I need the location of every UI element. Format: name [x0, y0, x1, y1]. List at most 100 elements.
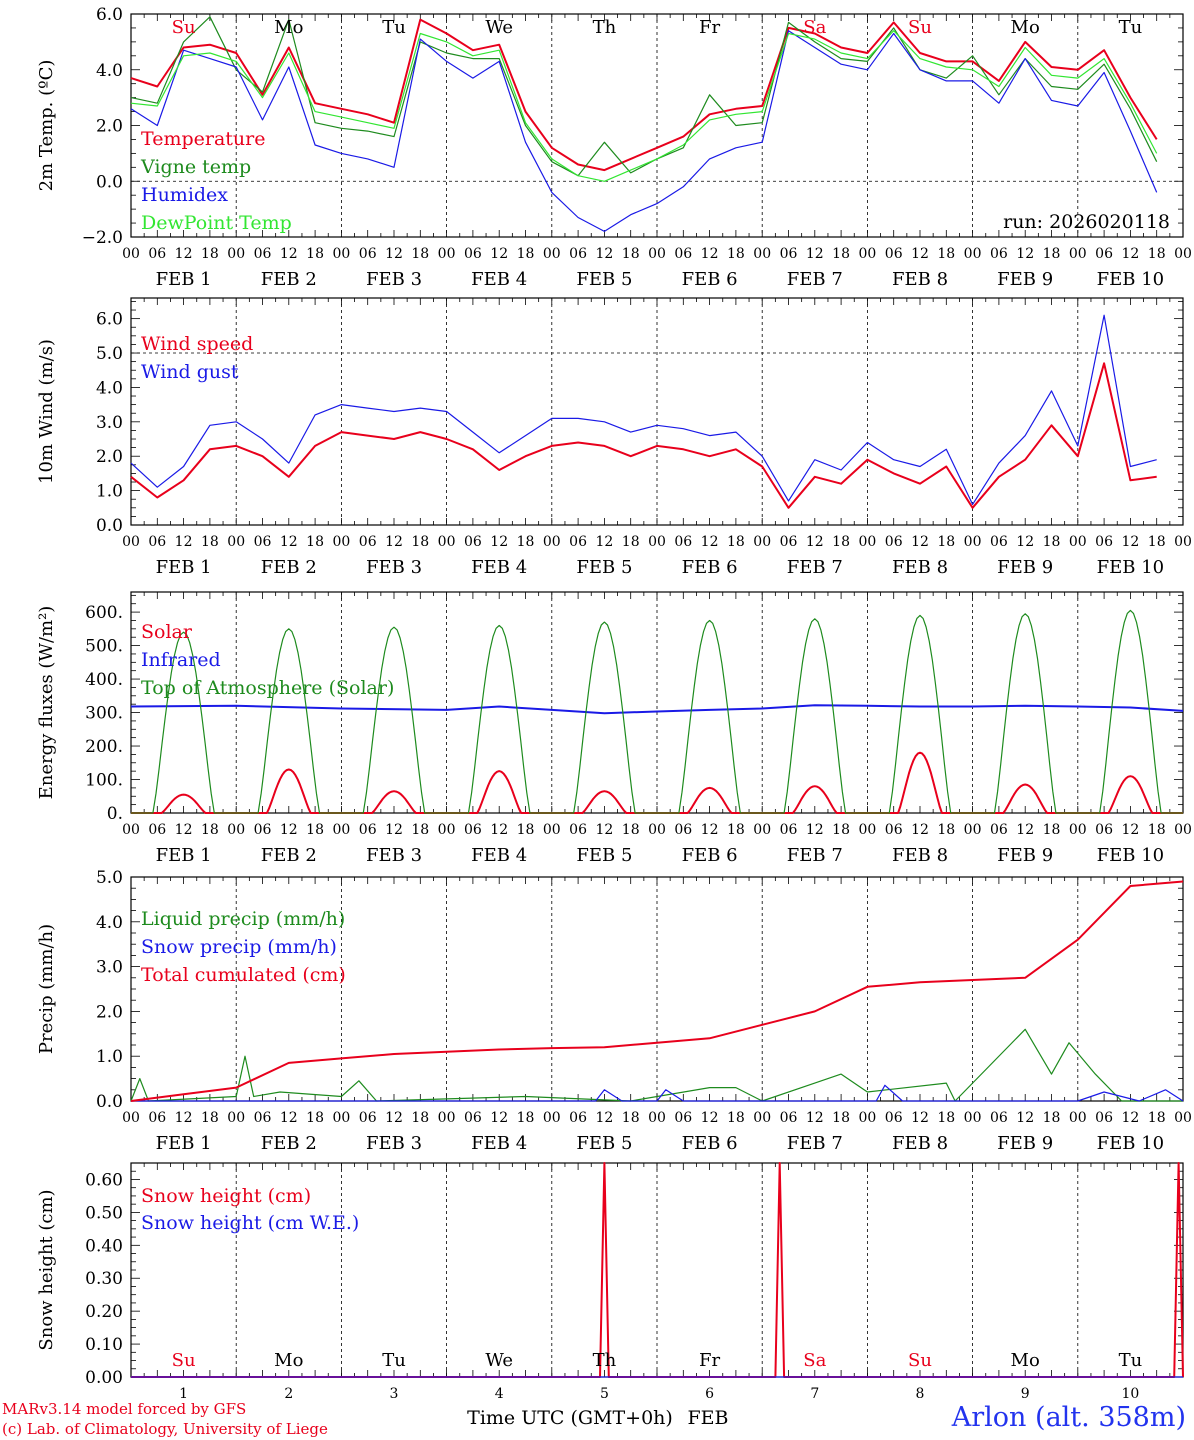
hour-tick-label: 18	[517, 246, 535, 262]
date-label: FEB 5	[576, 845, 632, 866]
hour-tick-label: 00	[648, 822, 666, 838]
y-tick-label: 0.20	[85, 1302, 123, 1322]
weekday-label: Sa	[803, 17, 826, 38]
date-label: FEB 10	[1097, 1133, 1164, 1154]
x-axis-month: FEB	[687, 1407, 728, 1429]
legend-entry: Total cumulated (cm)	[141, 964, 346, 986]
hour-tick-label: 18	[306, 534, 324, 550]
hour-tick-label: 06	[674, 822, 692, 838]
date-label: FEB 4	[471, 269, 527, 290]
weekday-label: Tu	[1119, 17, 1143, 38]
hour-tick-label: 00	[438, 822, 456, 838]
hour-tick-label: 18	[832, 1110, 850, 1126]
date-label: FEB 5	[576, 269, 632, 290]
date-label: FEB 2	[261, 269, 317, 290]
weekday-label: Su	[172, 17, 196, 38]
date-label: FEB 4	[471, 1133, 527, 1154]
hour-tick-label: 06	[148, 534, 166, 550]
hour-tick-label: 12	[1121, 534, 1139, 550]
run-label: run: 2026020118	[1003, 211, 1170, 233]
hour-tick-label: 06	[885, 246, 903, 262]
hour-tick-label: 12	[701, 1110, 719, 1126]
hour-tick-label: 12	[385, 534, 403, 550]
legend-entry: Solar	[141, 621, 193, 643]
legend-entry: Wind speed	[141, 333, 253, 355]
hour-tick-label: 06	[885, 534, 903, 550]
hour-tick-label: 00	[543, 822, 561, 838]
hour-tick-label: 00	[964, 822, 982, 838]
hour-tick-label: 06	[569, 822, 587, 838]
day-number-label: 1	[179, 1386, 188, 1402]
y-tick-label: 0.50	[85, 1203, 123, 1223]
day-number-label: 9	[1021, 1386, 1030, 1402]
date-label: FEB 6	[682, 557, 738, 578]
legend-entry: Top of Atmosphere (Solar)	[141, 677, 394, 699]
hour-tick-label: 18	[201, 822, 219, 838]
hour-tick-label: 00	[1174, 246, 1192, 262]
y-tick-label: 0.40	[85, 1236, 123, 1256]
hour-tick-label: 06	[359, 534, 377, 550]
day-number-label: 3	[390, 1386, 399, 1402]
date-label: FEB 2	[261, 557, 317, 578]
date-label: FEB 9	[997, 845, 1053, 866]
legend-entry: Vigne temp	[140, 156, 251, 178]
hour-tick-label: 06	[359, 1110, 377, 1126]
y-tick-label: 500.	[85, 637, 123, 657]
hour-tick-label: 12	[1016, 534, 1034, 550]
hour-tick-label: 18	[622, 534, 640, 550]
weekday-label: Fr	[699, 17, 720, 38]
weekday-label: Fr	[699, 1350, 720, 1371]
hour-tick-label: 00	[122, 822, 140, 838]
hour-tick-label: 18	[937, 534, 955, 550]
hour-tick-label: 00	[227, 534, 245, 550]
hour-tick-label: 06	[254, 246, 272, 262]
hour-tick-label: 00	[964, 246, 982, 262]
legend-entry: Humidex	[141, 184, 228, 206]
hour-tick-label: 18	[832, 246, 850, 262]
y-tick-label: 0.60	[85, 1170, 123, 1190]
y-tick-label: 1.0	[96, 1047, 123, 1067]
day-number-label: 5	[600, 1386, 609, 1402]
y-tick-label: 4.0	[96, 913, 123, 933]
date-label: FEB 1	[156, 845, 212, 866]
hour-tick-label: 12	[490, 822, 508, 838]
hour-tick-label: 06	[990, 1110, 1008, 1126]
date-label: FEB 9	[997, 1133, 1053, 1154]
hour-tick-label: 00	[1069, 1110, 1087, 1126]
hour-tick-label: 12	[280, 246, 298, 262]
hour-tick-label: 00	[964, 534, 982, 550]
date-label: FEB 6	[682, 845, 738, 866]
hour-tick-label: 06	[1095, 534, 1113, 550]
hour-tick-label: 12	[701, 534, 719, 550]
lab-credit: (c) Lab. of Climatology, University of L…	[2, 1420, 328, 1438]
panel-2	[130, 297, 1184, 526]
weekday-label: Th	[593, 17, 617, 38]
hour-tick-label: 06	[780, 534, 798, 550]
panel-5	[130, 1162, 1184, 1378]
y-tick-label: 6.0	[96, 5, 123, 25]
y-tick-label: 0.30	[85, 1269, 123, 1289]
series-line	[131, 1162, 1184, 1378]
hour-tick-label: 12	[911, 1110, 929, 1126]
weekday-label: Tu	[382, 1350, 406, 1371]
date-label: FEB 4	[471, 845, 527, 866]
hour-tick-label: 06	[674, 246, 692, 262]
y-axis-title: Precip (mm/h)	[36, 924, 57, 1054]
hour-tick-label: 12	[1016, 822, 1034, 838]
hour-tick-label: 06	[780, 822, 798, 838]
weekday-label: Su	[172, 1350, 196, 1371]
date-label: FEB 7	[787, 1133, 843, 1154]
hour-tick-label: 06	[990, 246, 1008, 262]
hour-tick-label: 00	[438, 1110, 456, 1126]
y-axis-title: Energy fluxes (W/m²)	[36, 606, 57, 800]
day-number-label: 7	[810, 1386, 819, 1402]
legend-entry: Snow precip (mm/h)	[141, 936, 337, 958]
hour-tick-label: 00	[122, 534, 140, 550]
x-axis-title: Time UTC (GMT+0h)	[467, 1407, 673, 1429]
hour-tick-label: 00	[227, 1110, 245, 1126]
y-tick-label: 0.10	[85, 1335, 123, 1355]
hour-tick-label: 00	[858, 246, 876, 262]
legend-entry: Temperature	[141, 128, 265, 150]
y-tick-label: 300.	[85, 704, 123, 724]
